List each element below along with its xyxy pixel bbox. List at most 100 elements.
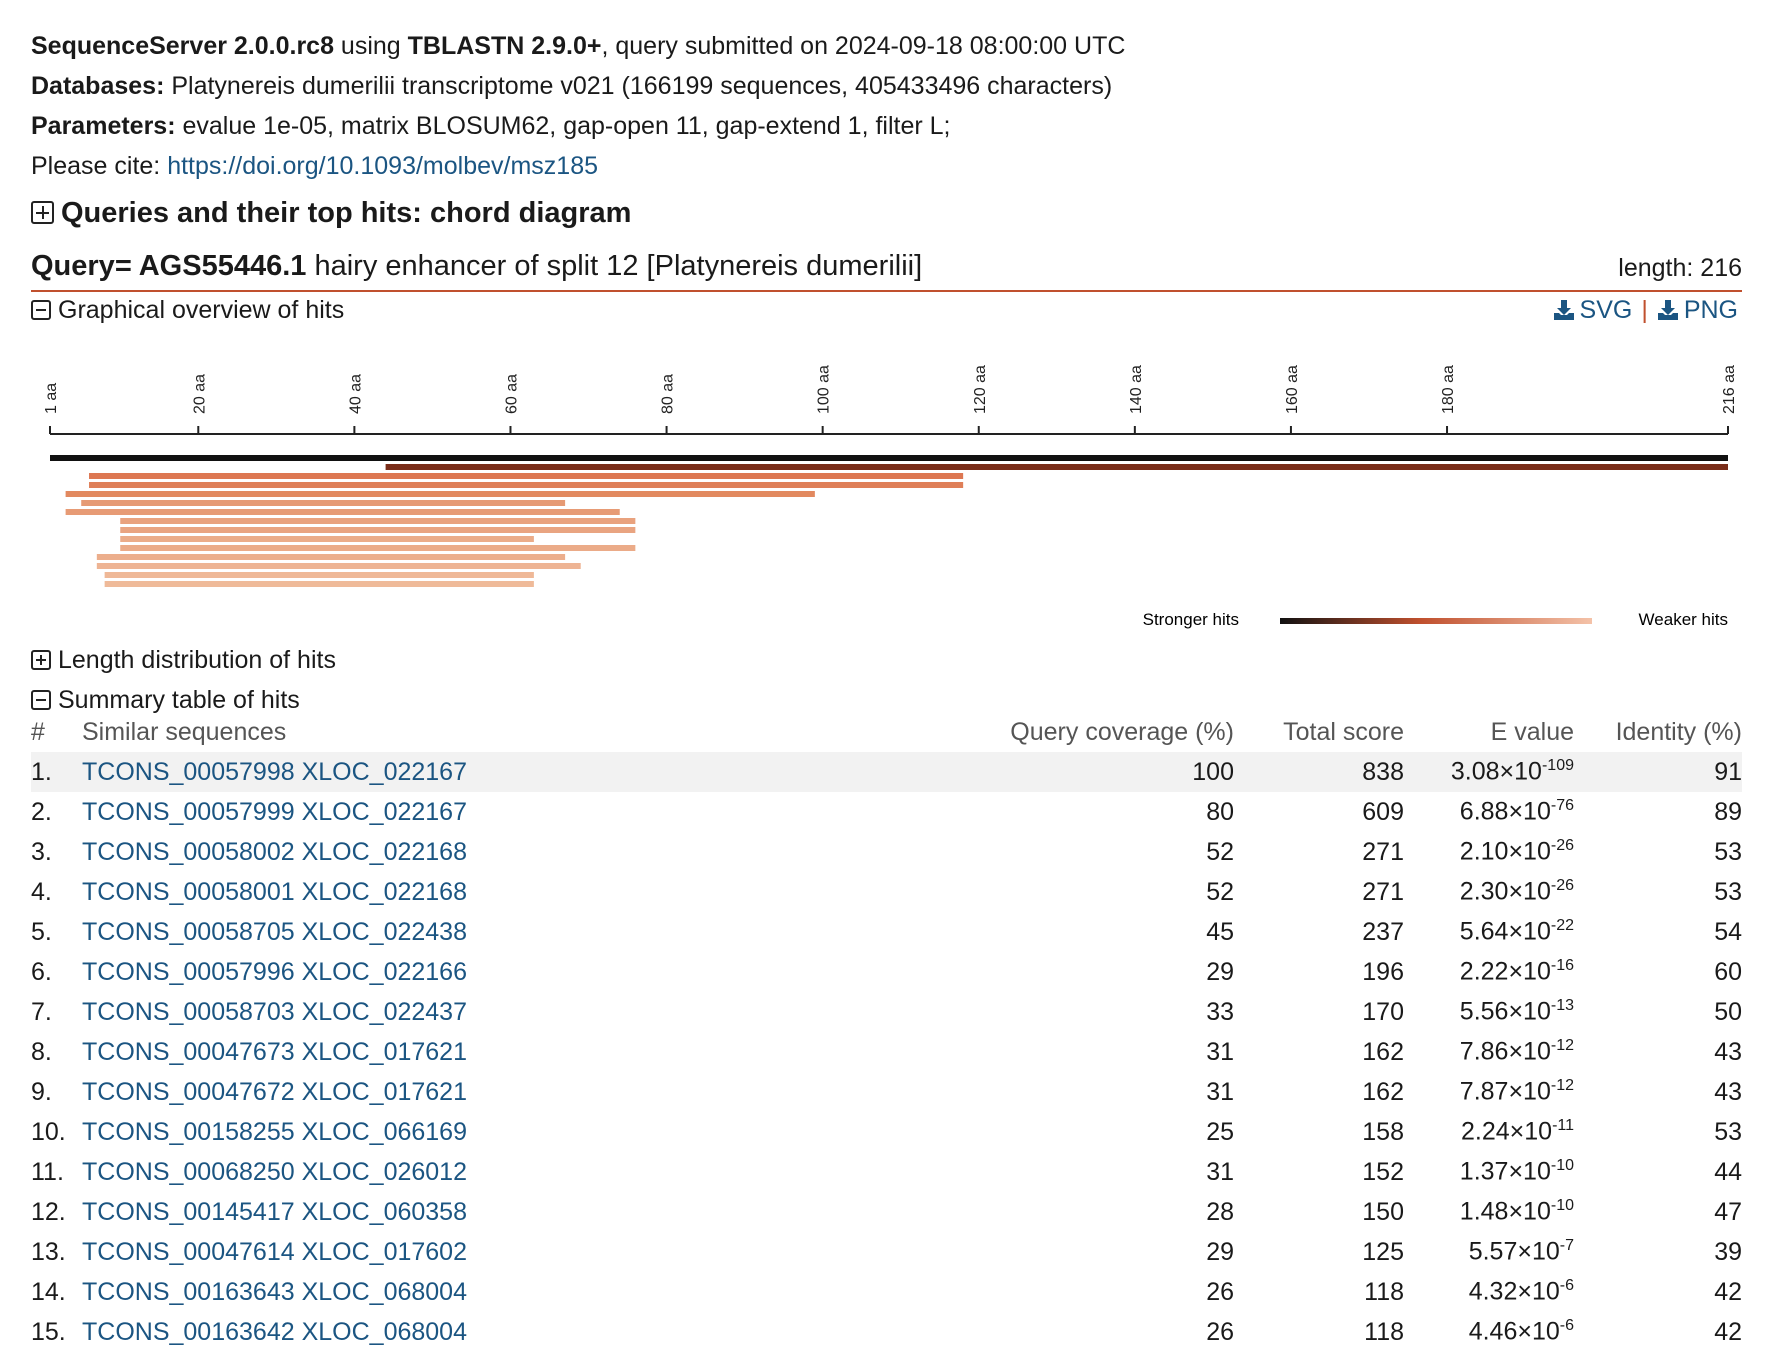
hit-sequence-cell: TCONS_00047614 XLOC_017602 <box>82 1232 811 1272</box>
expand-icon <box>31 201 54 224</box>
table-row: 14. TCONS_00163643 XLOC_068004 26 118 4.32×1… <box>31 1272 1742 1312</box>
download-png-link[interactable]: PNG <box>1657 296 1738 324</box>
table-row: 15. TCONS_00163642 XLOC_068004 26 118 4.46×1… <box>31 1312 1742 1352</box>
evalue-exponent: -6 <box>1559 1277 1574 1295</box>
table-row: 5. TCONS_00058705 XLOC_022438 45 237 5.64×10… <box>31 912 1742 952</box>
hit-bar[interactable] <box>65 491 815 497</box>
hit-number: 1. <box>31 752 82 792</box>
hits-table: # Similar sequences Query coverage (%) T… <box>31 712 1742 1352</box>
parameters-line: Parameters: evalue 1e-05, matrix BLOSUM6… <box>31 106 1125 146</box>
chord-diagram-toggle[interactable]: Queries and their top hits: chord diagra… <box>31 197 631 230</box>
hit-sequence-link[interactable]: TCONS_00163642 XLOC_068004 <box>82 1317 467 1346</box>
hit-bar[interactable] <box>104 581 534 587</box>
hit-bar[interactable] <box>81 500 566 506</box>
col-similar-sequences: Similar sequences <box>82 717 287 746</box>
evalue-mantissa: 2.10×10 <box>1459 837 1551 866</box>
hit-sequence-link[interactable]: TCONS_00057999 XLOC_022167 <box>82 797 467 826</box>
hit-coverage: 33 <box>1206 997 1234 1026</box>
axis-tick-label: 160 aa <box>1284 365 1301 414</box>
download-icon <box>1657 300 1678 320</box>
col-identity[interactable]: Identity (%) <box>1615 717 1742 746</box>
evalue-mantissa: 7.86×10 <box>1459 1037 1551 1066</box>
graphical-overview-label: Graphical overview of hits <box>58 296 345 324</box>
hit-sequence-link[interactable]: TCONS_00145417 XLOC_060358 <box>82 1197 467 1226</box>
col-e-value[interactable]: E value <box>1490 717 1574 746</box>
hit-coverage: 29 <box>1206 957 1234 986</box>
axis-tick-label: 140 aa <box>1128 365 1145 414</box>
hit-coverage: 26 <box>1206 1317 1234 1346</box>
col-query-coverage[interactable]: Query coverage (%) <box>1010 717 1234 746</box>
hit-evalue: 3.08×10-109 <box>1404 752 1574 792</box>
hit-number: 13. <box>31 1237 66 1266</box>
strength-legend: Stronger hits Weaker hits <box>1143 610 1728 629</box>
col-total-score[interactable]: Total score <box>1283 717 1404 746</box>
hit-sequence-cell: TCONS_00047673 XLOC_017621 <box>82 1032 811 1072</box>
table-row: 3. TCONS_00058002 XLOC_022168 52 271 2.10×10… <box>31 832 1742 872</box>
cite-link[interactable]: https://doi.org/10.1093/molbev/msz185 <box>167 152 598 180</box>
hit-sequence-link[interactable]: TCONS_00057998 XLOC_022167 <box>82 757 467 786</box>
hit-bar[interactable] <box>96 563 581 569</box>
hit-bar[interactable] <box>120 518 636 524</box>
hit-sequence-link[interactable]: TCONS_00068250 XLOC_026012 <box>82 1157 467 1186</box>
hit-bar[interactable] <box>89 473 964 479</box>
hit-sequence-link[interactable]: TCONS_00047614 XLOC_017602 <box>82 1237 467 1266</box>
hit-sequence-cell: TCONS_00058703 XLOC_022437 <box>82 992 811 1032</box>
download-icon <box>1553 300 1574 320</box>
hit-sequence-cell: TCONS_00158255 XLOC_066169 <box>82 1112 811 1152</box>
hit-bar[interactable] <box>120 527 636 533</box>
hit-sequence-link[interactable]: TCONS_00163643 XLOC_068004 <box>82 1277 467 1306</box>
hit-number: 10. <box>31 1117 66 1146</box>
evalue-exponent: -10 <box>1550 1197 1574 1215</box>
hit-sequence-link[interactable]: TCONS_00058705 XLOC_022438 <box>82 917 467 946</box>
program-name: TBLASTN 2.9.0+ <box>407 32 602 60</box>
evalue-mantissa: 5.64×10 <box>1459 917 1551 946</box>
hit-identity: 42 <box>1714 1317 1742 1346</box>
evalue-mantissa: 5.57×10 <box>1468 1237 1560 1266</box>
evalue-exponent: -12 <box>1550 1077 1574 1095</box>
hit-sequence-cell: TCONS_00058001 XLOC_022168 <box>82 872 811 912</box>
hit-bar[interactable] <box>385 464 1729 470</box>
hit-identity: 53 <box>1714 1117 1742 1146</box>
hit-bar[interactable] <box>120 536 534 542</box>
hit-sequence-link[interactable]: TCONS_00158255 XLOC_066169 <box>82 1117 467 1146</box>
hit-coverage: 45 <box>1206 917 1234 946</box>
query-header: Query= AGS55446.1 hairy enhancer of spli… <box>31 250 1742 292</box>
table-row: 12. TCONS_00145417 XLOC_060358 28 150 1.48×1… <box>31 1192 1742 1232</box>
hit-number: 5. <box>31 917 52 946</box>
hit-score: 271 <box>1362 837 1404 866</box>
hit-sequence-link[interactable]: TCONS_00058002 XLOC_022168 <box>82 837 467 866</box>
hit-bar[interactable] <box>89 482 964 488</box>
table-row: 9. TCONS_00047672 XLOC_017621 31 162 7.87×10… <box>31 1072 1742 1112</box>
download-svg-link[interactable]: SVG <box>1553 296 1632 324</box>
hit-identity: 50 <box>1714 997 1742 1026</box>
hit-sequence-cell: TCONS_00068250 XLOC_026012 <box>82 1152 811 1192</box>
hit-evalue: 2.22×10-16 <box>1404 952 1574 992</box>
hit-sequence-link[interactable]: TCONS_00047673 XLOC_017621 <box>82 1037 467 1066</box>
summary-table-toggle[interactable]: Summary table of hits <box>31 686 300 715</box>
hit-identity: 53 <box>1714 877 1742 906</box>
hit-sequence-link[interactable]: TCONS_00057996 XLOC_022166 <box>82 957 467 986</box>
hit-sequence-link[interactable]: TCONS_00047672 XLOC_017621 <box>82 1077 467 1106</box>
hit-bar[interactable] <box>96 554 566 560</box>
hit-sequence-link[interactable]: TCONS_00058001 XLOC_022168 <box>82 877 467 906</box>
hit-bar[interactable] <box>50 455 1728 461</box>
hit-evalue: 6.88×10-76 <box>1404 792 1574 832</box>
hit-score: 170 <box>1362 997 1404 1026</box>
hit-evalue: 1.48×10-10 <box>1404 1192 1574 1232</box>
hit-bar[interactable] <box>120 545 636 551</box>
hit-evalue: 4.32×10-6 <box>1404 1272 1574 1312</box>
hit-evalue: 2.30×10-26 <box>1404 872 1574 912</box>
hit-coverage: 31 <box>1206 1157 1234 1186</box>
evalue-exponent: -26 <box>1550 837 1574 855</box>
table-row: 7. TCONS_00058703 XLOC_022437 33 170 5.56×10… <box>31 992 1742 1032</box>
hit-bar[interactable] <box>65 509 620 515</box>
hit-identity: 53 <box>1714 837 1742 866</box>
axis-tick-label: 1 aa <box>43 383 60 414</box>
hit-bar[interactable] <box>104 572 534 578</box>
length-distribution-toggle[interactable]: Length distribution of hits <box>31 646 336 675</box>
hit-identity: 43 <box>1714 1077 1742 1106</box>
graphical-overview-toggle[interactable]: Graphical overview of hits <box>31 296 344 325</box>
hit-sequence-link[interactable]: TCONS_00058703 XLOC_022437 <box>82 997 467 1026</box>
evalue-exponent: -26 <box>1550 877 1574 895</box>
hit-evalue: 4.46×10-6 <box>1404 1312 1574 1352</box>
